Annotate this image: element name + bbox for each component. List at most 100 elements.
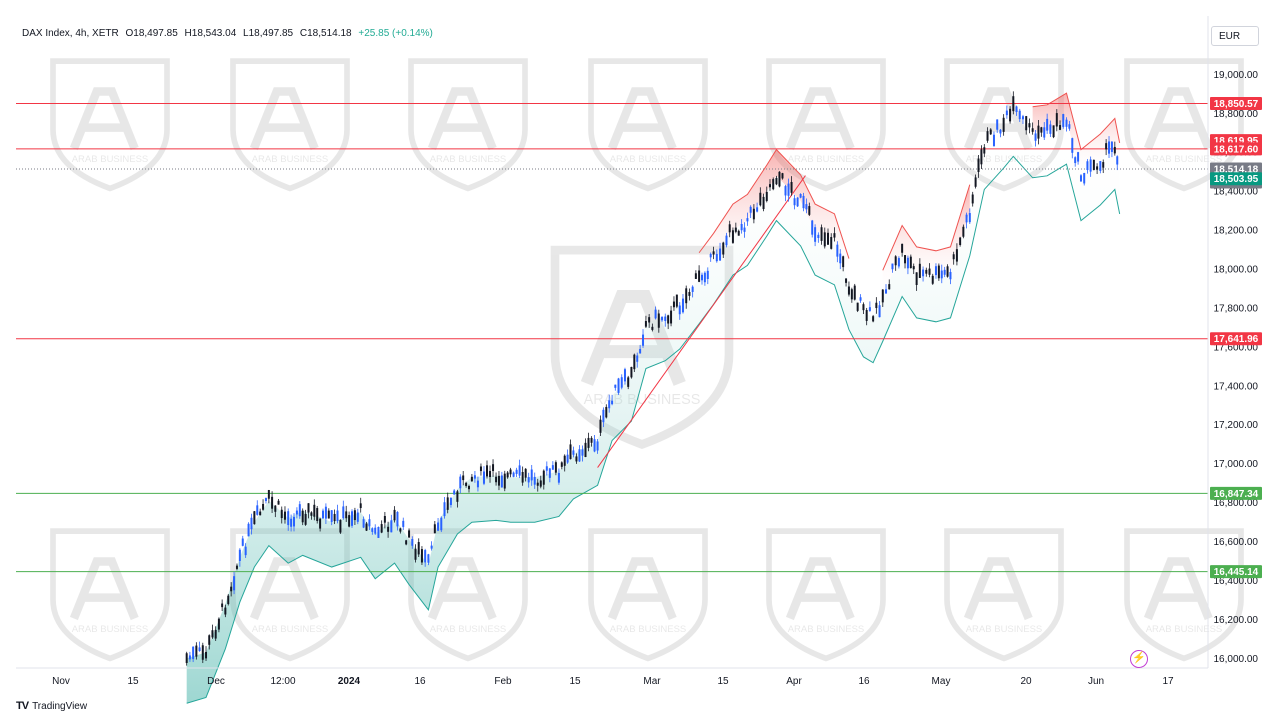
candle-body	[661, 316, 664, 321]
candle-body	[359, 503, 362, 509]
x-tick-label: 2024	[338, 676, 361, 687]
candle-body	[489, 471, 492, 478]
candle-body	[694, 273, 697, 279]
candle-body	[937, 265, 940, 279]
candle-body	[527, 477, 530, 483]
candle-body	[691, 286, 694, 292]
candle-body	[1105, 143, 1108, 150]
candle-body	[533, 476, 536, 485]
candle-body	[888, 284, 891, 290]
candle-body	[424, 550, 427, 563]
candle-body	[605, 406, 608, 418]
candle-body	[443, 502, 446, 517]
candle-body	[465, 482, 468, 486]
watermark-text: ARAB BUSINESS	[252, 154, 329, 165]
candle-body	[700, 274, 703, 281]
candle-body	[195, 645, 198, 657]
candle-body	[262, 503, 265, 510]
candle-body	[1062, 114, 1065, 127]
candle-body	[208, 635, 211, 645]
candle-body	[752, 208, 755, 220]
candle-body	[518, 465, 521, 476]
candle-body	[784, 186, 787, 196]
candle-body	[909, 256, 912, 268]
watermark-shield-11: ARAB BUSINESS	[766, 528, 886, 662]
candle-body	[922, 269, 925, 277]
candle-body	[955, 249, 958, 262]
candle-body	[891, 263, 894, 270]
candle-body	[901, 243, 904, 253]
candle-body	[977, 158, 980, 173]
candle-body	[678, 305, 681, 315]
candle-body	[1052, 125, 1055, 138]
candle-body	[790, 181, 793, 193]
current-price-tag-label: 18,514.18	[1214, 164, 1259, 175]
level-tag-2-label: 18,617.60	[1214, 144, 1259, 155]
candle-body	[290, 518, 293, 527]
candle-body	[709, 253, 712, 258]
watermark-layer: ARAB BUSINESS ARAB BUSINESS ARAB BUSINESS A…	[50, 58, 1244, 662]
watermark-text: ARAB BUSINESS	[252, 624, 329, 635]
candle-body	[670, 310, 673, 324]
candle-body	[817, 234, 820, 238]
time-axis[interactable]: Nov 15 Dec 12:00 2024 16 Feb 15 Mar 15 Apr 16 May 20 J…	[16, 667, 1208, 687]
candle-body	[283, 511, 286, 520]
candle-body	[453, 490, 456, 495]
candle-body	[1028, 123, 1031, 128]
candle-body	[623, 369, 626, 382]
y-tick-label: 18,000.00	[1214, 265, 1259, 276]
candle-body	[473, 475, 476, 479]
candle-body	[1077, 152, 1080, 162]
candle-body	[256, 505, 259, 515]
candle-body	[198, 647, 201, 651]
candle-body	[740, 223, 743, 231]
watermark-text: ARAB BUSINESS	[72, 154, 149, 165]
flash-icon[interactable]: ⚡	[1130, 650, 1148, 668]
candle-body	[433, 524, 436, 534]
candle-body	[688, 291, 691, 296]
candle-body	[393, 509, 396, 521]
watermark-shield-4: ARAB BUSINESS	[766, 58, 886, 192]
candle-body	[1043, 127, 1046, 138]
candle-body	[336, 510, 339, 522]
candle-body	[399, 528, 402, 532]
x-tick-label: Feb	[494, 676, 512, 687]
candle-body	[715, 253, 718, 262]
x-tick-label: 16	[414, 676, 426, 687]
candle-body	[201, 645, 204, 660]
candle-body	[390, 520, 393, 533]
currency-button[interactable]: EUR	[1211, 26, 1259, 46]
trend-line[interactable]	[597, 175, 806, 468]
candle-body	[1071, 138, 1074, 153]
horizontal-levels[interactable]	[16, 102, 1208, 573]
candle-body	[524, 468, 527, 478]
symbol-title[interactable]: DAX Index, 4h, XETR	[22, 28, 119, 39]
candle-body	[402, 520, 405, 527]
candle-body	[897, 258, 900, 267]
y-tick-label: 19,000.00	[1214, 70, 1259, 81]
candle-body	[781, 173, 784, 179]
candle-body	[856, 302, 859, 311]
candle-body	[759, 192, 762, 206]
candle-body	[587, 437, 590, 448]
level-tag-3-label: 17,641.96	[1214, 334, 1259, 345]
candle-body	[633, 354, 636, 370]
candle-body	[238, 549, 241, 561]
x-tick-label: May	[932, 676, 951, 687]
candle-body	[566, 454, 569, 463]
candle-body	[799, 194, 802, 198]
candle-body	[287, 511, 290, 526]
candle-body	[259, 511, 262, 516]
level-tag-4-bg	[1210, 486, 1262, 500]
candle-body	[1009, 108, 1012, 122]
candle-body	[664, 316, 667, 321]
candle-body	[211, 630, 214, 638]
candle-body	[408, 530, 411, 538]
candle-body	[486, 465, 489, 477]
candle-body	[1005, 110, 1008, 116]
candle-body	[636, 355, 639, 362]
candle-body	[737, 230, 740, 236]
tradingview-brand[interactable]: TV TradingView	[16, 700, 87, 712]
